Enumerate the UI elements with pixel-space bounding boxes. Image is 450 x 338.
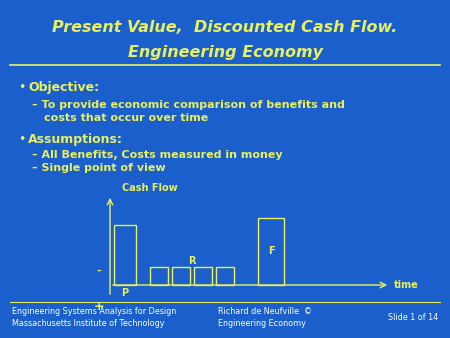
Text: Richard de Neufville  ©: Richard de Neufville ©: [218, 308, 312, 316]
Bar: [194, 267, 212, 285]
Bar: [150, 267, 168, 285]
Text: – To provide economic comparison of benefits and: – To provide economic comparison of bene…: [32, 100, 345, 110]
Bar: [114, 225, 136, 285]
Text: •: •: [18, 134, 25, 146]
Text: – All Benefits, Costs measured in money: – All Benefits, Costs measured in money: [32, 150, 283, 160]
Text: P: P: [122, 288, 129, 298]
Text: F: F: [268, 246, 274, 257]
Bar: [258, 218, 284, 285]
Text: +: +: [94, 300, 104, 314]
Text: •: •: [18, 81, 25, 95]
Text: Present Value,  Discounted Cash Flow.: Present Value, Discounted Cash Flow.: [52, 21, 398, 35]
Text: – Single point of view: – Single point of view: [32, 163, 166, 173]
Text: Assumptions:: Assumptions:: [28, 134, 123, 146]
Text: -: -: [96, 266, 101, 276]
Bar: [216, 267, 234, 285]
Bar: [172, 267, 190, 285]
Text: Engineering Economy: Engineering Economy: [127, 45, 323, 59]
Text: time: time: [394, 280, 419, 290]
Text: costs that occur over time: costs that occur over time: [44, 113, 208, 123]
Text: Engineering Economy: Engineering Economy: [218, 318, 306, 328]
Text: Cash Flow: Cash Flow: [122, 183, 178, 193]
Text: Slide 1 of 14: Slide 1 of 14: [388, 313, 438, 321]
Text: Engineering Systems Analysis for Design: Engineering Systems Analysis for Design: [12, 308, 176, 316]
Text: Massachusetts Institute of Technology: Massachusetts Institute of Technology: [12, 318, 165, 328]
Text: R: R: [188, 256, 196, 266]
Text: Objective:: Objective:: [28, 81, 99, 95]
